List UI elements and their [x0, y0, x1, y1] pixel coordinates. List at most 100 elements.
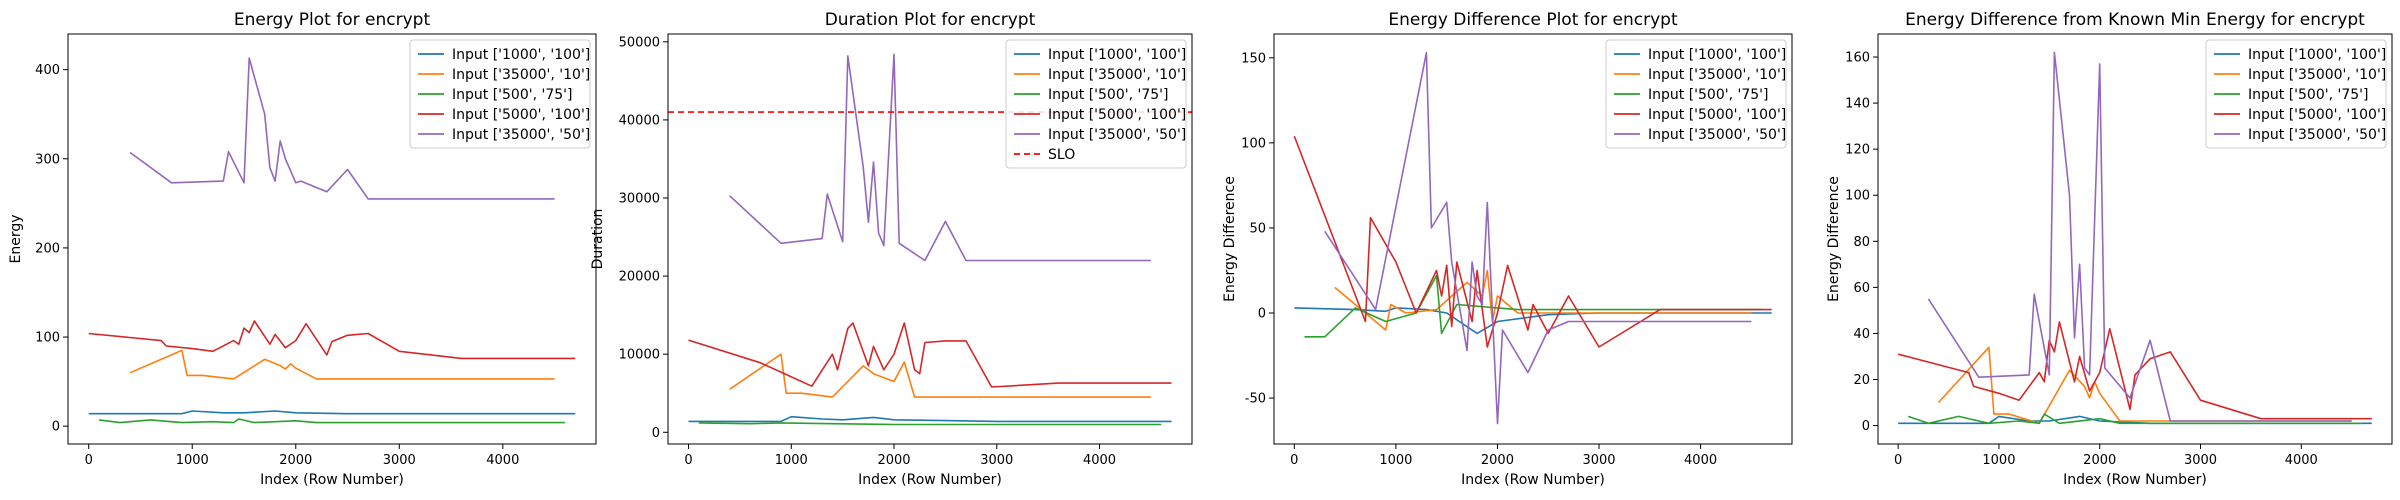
legend-label: Input ['500', '75'] [1048, 87, 1168, 103]
y-tick-label: 80 [1853, 235, 1870, 250]
x-tick-label: 3000 [1582, 453, 1615, 468]
y-axis-label: Energy Difference [1826, 176, 1842, 302]
axes-frame [67, 33, 597, 445]
series-line [729, 353, 1151, 398]
y-tick-label: 300 [35, 152, 60, 167]
x-axis-label: Index (Row Number) [260, 472, 404, 488]
legend: Input ['1000', '100'] Input ['35000', '10… [1605, 39, 1787, 149]
y-tick-label: 30000 [619, 192, 660, 207]
plot-area [1293, 51, 1772, 425]
x-axis-label: Index (Row Number) [2063, 472, 2207, 488]
y-tick-label: -50 [1245, 392, 1266, 407]
series-line [1898, 415, 2372, 425]
y-tick-label: 40000 [619, 113, 660, 128]
plot-area [1897, 51, 2372, 425]
y-axis-label: Energy Difference [1222, 176, 1238, 302]
series-line [98, 418, 565, 424]
plot-area [668, 53, 1192, 426]
y-tick-label: 100 [1241, 136, 1266, 151]
x-tick-label: 1000 [775, 453, 808, 468]
series-line [1937, 346, 2352, 425]
x-axis-label: Index (Row Number) [1461, 472, 1605, 488]
y-axis-label: Duration [590, 209, 606, 270]
axes-frame [1877, 33, 2393, 445]
series-line [1907, 413, 2362, 425]
series-line [1927, 51, 2352, 422]
y-tick-label: 0 [1862, 419, 1870, 434]
legend-label: Input ['5000', '100'] [1648, 107, 1786, 123]
y-tick-label: 0 [652, 426, 660, 441]
chart-title: Energy Difference Plot for encrypt [1388, 10, 1678, 30]
legend-frame [2205, 39, 2387, 149]
x-tick-label: 0 [684, 453, 692, 468]
x-tick-label: 2000 [1481, 453, 1514, 468]
series-line [88, 320, 576, 360]
series-line [688, 322, 1172, 388]
series-line [129, 57, 555, 200]
y-tick-label: 160 [1845, 51, 1870, 66]
legend-label: Input ['35000', '50'] [1648, 127, 1786, 143]
x-tick-label: 2000 [279, 453, 312, 468]
y-axis-label: Energy [8, 214, 24, 263]
x-tick-label: 0 [1290, 453, 1298, 468]
series-line [129, 349, 555, 380]
x-tick-label: 4000 [1083, 453, 1116, 468]
x-tick-label: 1000 [1379, 453, 1412, 468]
x-tick-label: 3000 [383, 453, 416, 468]
x-tick-label: 4000 [2285, 453, 2318, 468]
y-tick-label: 400 [35, 63, 60, 78]
x-tick-label: 0 [1894, 453, 1902, 468]
x-tick-label: 4000 [486, 453, 519, 468]
y-tick-label: 140 [1845, 97, 1870, 112]
series-line [88, 410, 576, 415]
series-line [1293, 135, 1772, 348]
chart-panel-4: Energy Difference from Known Min Energy … [1826, 10, 2393, 488]
legend-label: Input ['500', '75'] [2248, 87, 2368, 103]
axes-frame [667, 33, 1193, 445]
series-line [1294, 307, 1772, 335]
legend-label: SLO [1048, 147, 1075, 163]
y-tick-label: 20000 [619, 270, 660, 285]
legend-label: Input ['35000', '50'] [1048, 127, 1186, 143]
legend-frame [1005, 39, 1187, 169]
y-tick-label: 200 [35, 241, 60, 256]
series-line [729, 53, 1151, 262]
y-tick-label: 60 [1853, 281, 1870, 296]
chart-title: Energy Plot for encrypt [234, 10, 431, 30]
legend-label: Input ['500', '75'] [1648, 87, 1768, 103]
y-tick-label: 150 [1241, 51, 1266, 66]
legend-label: Input ['5000', '100'] [1048, 107, 1186, 123]
legend-label: Input ['35000', '10'] [1048, 67, 1186, 83]
y-tick-label: 100 [1845, 189, 1870, 204]
legend: Input ['1000', '100'] Input ['35000', '10… [409, 39, 591, 149]
y-tick-label: 120 [1845, 143, 1870, 158]
x-axis-label: Index (Row Number) [858, 472, 1002, 488]
legend-label: Input ['1000', '100'] [452, 47, 590, 63]
series-line [698, 422, 1162, 426]
y-tick-label: 10000 [619, 348, 660, 363]
x-tick-label: 2000 [877, 453, 910, 468]
x-tick-label: 3000 [980, 453, 1013, 468]
y-tick-label: 50000 [619, 35, 660, 50]
legend-label: Input ['35000', '10'] [1648, 67, 1786, 83]
x-tick-label: 3000 [2184, 453, 2217, 468]
legend: Input ['1000', '100'] Input ['35000', '10… [1005, 39, 1187, 169]
legend-frame [409, 39, 591, 149]
legend-label: Input ['1000', '100'] [1648, 47, 1786, 63]
chart-title: Energy Difference from Known Min Energy … [1905, 10, 2365, 30]
series-line [1304, 274, 1762, 338]
legend-frame [1605, 39, 1787, 149]
y-tick-label: 50 [1249, 221, 1266, 236]
x-tick-label: 4000 [1684, 453, 1717, 468]
chart-panel-2: Duration Plot for encrypt 0 1000 2000 3000 40… [590, 10, 1193, 488]
legend: Input ['1000', '100'] Input ['35000', '10… [2205, 39, 2387, 149]
y-tick-label: 100 [35, 331, 60, 346]
chart-panel-3: Energy Difference Plot for encrypt 0 1000 2… [1222, 10, 1793, 488]
series-line [1324, 51, 1752, 425]
x-tick-label: 1000 [1982, 453, 2015, 468]
x-tick-label: 2000 [2083, 453, 2116, 468]
axes-frame [1273, 33, 1793, 445]
plot-area [88, 57, 576, 424]
x-tick-label: 0 [85, 453, 93, 468]
